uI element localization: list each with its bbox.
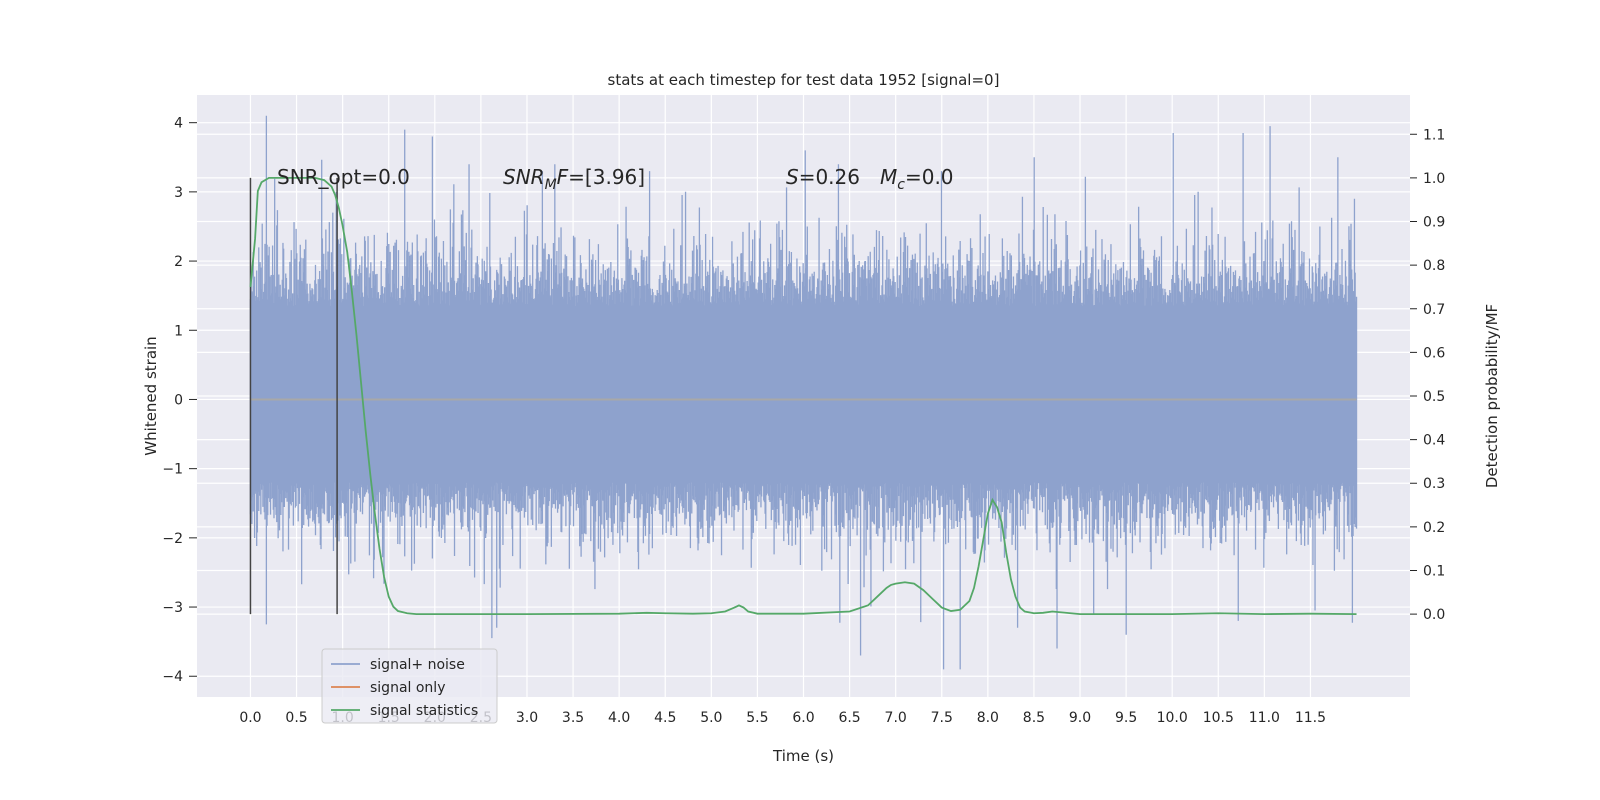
annotation-mc-subscript: c <box>897 177 905 193</box>
x-tick-label: 4.0 <box>608 710 630 726</box>
x-tick-label: 10.5 <box>1203 710 1234 726</box>
x-tick-label: 6.0 <box>792 710 814 726</box>
x-tick-label: 10.0 <box>1157 710 1188 726</box>
y-right-tick-labels: 1.1 1.0 0.9 0.8 0.7 0.6 0.5 0.4 0.3 0.2 0.1 0.0 <box>1410 127 1445 623</box>
window-lines <box>249 177 338 615</box>
y-left-tick-label: −3 <box>162 600 183 616</box>
y-axis-left-label: Whitened strain <box>142 336 160 455</box>
x-axis-label: Time (s) <box>772 747 834 765</box>
y-right-tick-label: 1.0 <box>1423 171 1445 187</box>
legend-label: signal+ noise <box>370 657 465 673</box>
legend: signal+ noise signal only signal statistic… <box>321 648 498 724</box>
x-tick-label: 0.5 <box>285 710 307 726</box>
x-tick-label: 5.5 <box>746 710 768 726</box>
x-tick-label: 7.0 <box>885 710 907 726</box>
y-left-tick-label: −4 <box>162 669 183 685</box>
x-tick-label: 11.0 <box>1249 710 1280 726</box>
y-axis-right-label: Detection probability/MF <box>1483 304 1501 488</box>
x-tick-label: 0.0 <box>239 710 261 726</box>
annotation-mc: Mc=0.0 <box>880 165 954 193</box>
x-tick-label: 8.5 <box>1023 710 1045 726</box>
x-tick-label: 7.5 <box>931 710 953 726</box>
x-tick-label: 4.5 <box>654 710 676 726</box>
y-right-tick-label: 0.9 <box>1423 215 1445 231</box>
y-right-tick-label: 0.5 <box>1423 389 1445 405</box>
x-tick-label: 3.5 <box>562 710 584 726</box>
series-signal-statistics <box>249 176 1357 616</box>
annotation-mc-value: =0.0 <box>905 165 954 189</box>
y-right-tick-label: 0.7 <box>1423 302 1445 318</box>
y-right-tick-label: 0.1 <box>1423 563 1445 579</box>
y-left-tick-label: 0 <box>174 392 183 408</box>
x-tick-label: 11.5 <box>1295 710 1326 726</box>
x-tick-label: 9.5 <box>1115 710 1137 726</box>
annotation-s-symbol: S <box>786 165 799 189</box>
x-tick-label: 5.0 <box>700 710 722 726</box>
y-right-tick-label: 0.8 <box>1423 258 1445 274</box>
x-tick-label: 8.0 <box>977 710 999 726</box>
annotation-snr-mf-f: F <box>557 165 569 189</box>
y-right-tick-label: 0.0 <box>1423 607 1445 623</box>
y-right-tick-label: 0.6 <box>1423 345 1445 361</box>
y-right-tick-label: 0.2 <box>1423 520 1445 536</box>
annotation-snr-mf-symbol: SNR <box>503 165 545 189</box>
annotation-s-value: =0.26 <box>799 165 860 189</box>
y-left-tick-label: 1 <box>174 323 183 339</box>
x-tick-label: 3.0 <box>516 710 538 726</box>
y-left-tick-label: 2 <box>174 254 183 270</box>
annotation-snr-mf: SNRMF=[3.96] <box>503 165 645 193</box>
y-left-tick-label: −1 <box>162 462 183 478</box>
annotation-s: S=0.26 <box>786 165 860 189</box>
y-left-tick-label: 4 <box>174 116 183 132</box>
y-left-tick-label: 3 <box>174 185 183 201</box>
y-right-tick-label: 1.1 <box>1423 127 1445 143</box>
annotation-snr-opt: SNR_opt=0.0 <box>277 165 410 189</box>
legend-label: signal statistics <box>370 703 478 719</box>
y-left-tick-labels: 4 3 2 1 0 −1 −2 −3 −4 <box>162 116 197 685</box>
x-tick-label: 6.5 <box>838 710 860 726</box>
chart-title: stats at each timestep for test data 195… <box>608 71 1000 89</box>
legend-label: signal only <box>370 680 445 696</box>
statistics-trace <box>249 176 1357 616</box>
y-right-tick-label: 0.4 <box>1423 433 1445 449</box>
legend-box <box>321 648 498 724</box>
annotation-snr-mf-subscript: M <box>545 177 557 193</box>
y-left-tick-label: −2 <box>162 531 183 547</box>
x-tick-label: 9.0 <box>1069 710 1091 726</box>
y-right-tick-label: 0.3 <box>1423 476 1445 492</box>
annotation-mc-symbol: M <box>880 165 897 189</box>
annotation-snr-mf-value: =[3.96] <box>568 165 645 189</box>
